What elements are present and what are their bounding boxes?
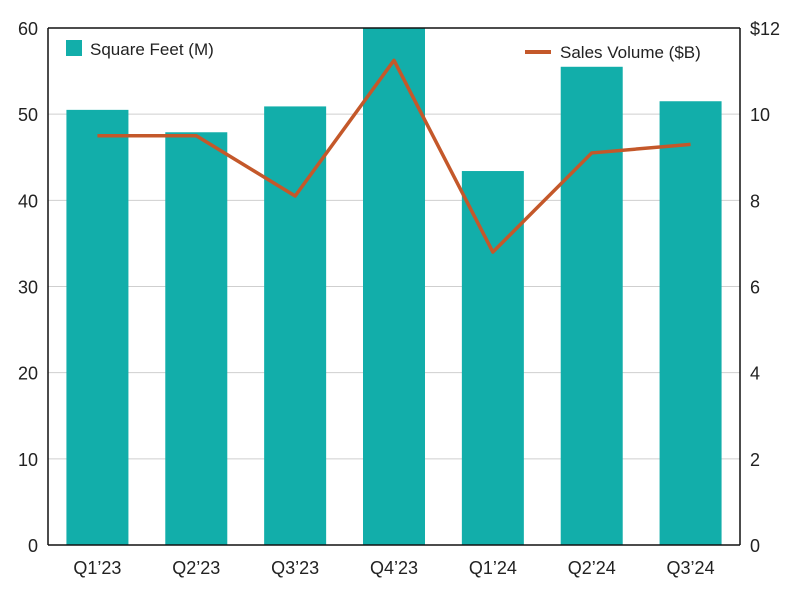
left-tick-label: 50 [18, 105, 38, 125]
bar [462, 171, 524, 545]
right-tick-label: 8 [750, 191, 760, 211]
left-tick-label: 60 [18, 19, 38, 39]
right-tick-label: 4 [750, 364, 760, 384]
left-tick-label: 30 [18, 278, 38, 298]
left-tick-label: 40 [18, 191, 38, 211]
legend-line-label: Sales Volume ($B) [560, 43, 701, 62]
bar [165, 132, 227, 545]
x-tick-label: Q1’23 [73, 558, 121, 578]
left-tick-label: 0 [28, 536, 38, 556]
left-tick-label: 20 [18, 364, 38, 384]
legend-bar-label: Square Feet (M) [90, 40, 214, 59]
right-tick-label: 6 [750, 278, 760, 298]
x-tick-label: Q4’23 [370, 558, 418, 578]
x-tick-label: Q3’24 [667, 558, 715, 578]
x-tick-label: Q2’24 [568, 558, 616, 578]
right-tick-label: $12 [750, 19, 780, 39]
x-tick-label: Q2’23 [172, 558, 220, 578]
right-tick-label: 0 [750, 536, 760, 556]
right-tick-label: 2 [750, 450, 760, 470]
legend-bar-swatch [66, 40, 82, 56]
x-tick-label: Q3’23 [271, 558, 319, 578]
bar [561, 67, 623, 545]
bar [264, 106, 326, 545]
bar [66, 110, 128, 545]
x-tick-label: Q1’24 [469, 558, 517, 578]
bar [660, 101, 722, 545]
left-tick-label: 10 [18, 450, 38, 470]
right-tick-label: 10 [750, 105, 770, 125]
